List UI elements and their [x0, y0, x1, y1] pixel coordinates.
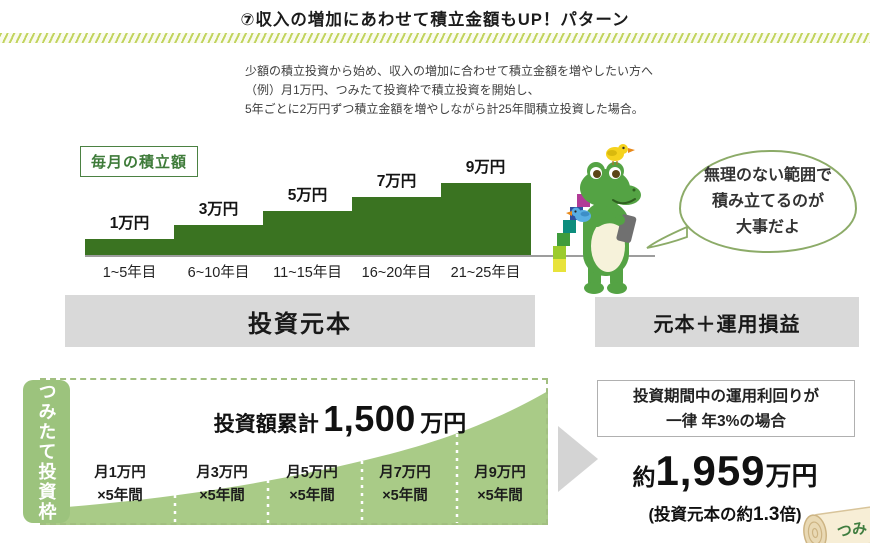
stair-block — [557, 233, 570, 246]
step-value-label: 3万円 — [198, 201, 239, 218]
tsumitate-wakugumi-badge: つみたて投資枠 — [23, 380, 70, 523]
chart-axis-line — [85, 255, 655, 257]
right-arrow-icon — [558, 426, 598, 492]
mascot-crocodile-illustration — [553, 144, 641, 294]
note-suffix: 倍) — [779, 506, 802, 524]
step-bar — [263, 211, 353, 255]
step-bar — [85, 239, 175, 255]
step-bar — [441, 183, 531, 255]
step-value-label: 1万円 — [109, 215, 150, 232]
description-line: （例）月1万円、つみたて投資枠で積立投資を開始し、 — [245, 83, 540, 97]
principal-bar: 投資元本 — [65, 295, 535, 347]
segment-label: 月3万円 ×5年間 — [196, 465, 248, 504]
speech-bubble-line: 大事だよ — [735, 218, 800, 236]
stair-block — [553, 259, 566, 272]
segment-label: 月5万円 ×5年間 — [286, 465, 338, 504]
step-category-label: 11~15年目 — [273, 265, 342, 281]
description-line: 少額の積立投資から始め、収入の増加に合わせて積立金額を増やしたい方へ — [245, 64, 654, 78]
approx-prefix: 約 — [632, 464, 656, 490]
yellow-bird-icon — [606, 144, 635, 165]
speech-bubble: 無理のない範囲で 積み立てるのが 大事だよ — [679, 150, 857, 253]
total-investment-line: 投資額累計 1,500 万円 — [140, 398, 540, 440]
scroll-text: つみ — [836, 520, 868, 541]
mascot-eye — [612, 170, 620, 178]
result-amount: 1,959 — [655, 447, 766, 494]
result-unit: 万円 — [765, 461, 818, 491]
note-multiplier: 1.3 — [753, 504, 780, 525]
condition-line: 投資期間中の運用利回りが — [632, 387, 819, 405]
mascot-eye — [593, 170, 601, 178]
step-value-label: 5万円 — [287, 187, 328, 204]
condition-line: 一律 年3%の場合 — [666, 412, 786, 430]
description-line: 5年ごとに2万円ずつ積立金額を増やしながら計25年間積立投資した場合。 — [245, 102, 644, 116]
result-amount-line: 約1,959万円 — [588, 447, 862, 495]
principal-plus-returns-bar: 元本＋運用損益 — [595, 297, 859, 347]
stair-block — [553, 246, 566, 259]
total-unit: 万円 — [420, 410, 467, 436]
step-category-label: 21~25年目 — [450, 265, 521, 281]
result-note-line: (投資元本の約1.3倍) — [588, 501, 862, 526]
step-bar — [174, 225, 264, 255]
segment-label: 月1万円 ×5年間 — [94, 465, 146, 504]
step-bar — [352, 197, 442, 255]
step-value-label: 7万円 — [376, 173, 417, 190]
segment-label: 月7万円 ×5年間 — [379, 465, 431, 504]
step-category-label: 16~20年目 — [361, 265, 432, 281]
step-category-label: 6~10年目 — [187, 265, 250, 281]
speech-bubble-tail — [646, 225, 688, 249]
segment-label: 月9万円 ×5年間 — [474, 465, 526, 504]
step-category-label: 1~5年目 — [102, 265, 157, 281]
page-title: ⑦収入の増加にあわせて積立金額もUP！パターン — [240, 11, 630, 29]
chart-title-label: 毎月の積立額 — [80, 146, 199, 177]
total-value: 1,500 — [323, 398, 416, 439]
segment-labels: 月1万円 ×5年間 月3万円 ×5年間 月5万円 ×5年間 月7万円 ×5年間 月9万円 ×5年間 — [40, 462, 548, 517]
monthly-contribution-step-chart: 1万円 1~5年目 3万円 6~10年目 5万円 11~15年目 7万円 16~20年目 9万円… — [85, 150, 531, 281]
total-label: 投資額累計 — [213, 413, 319, 436]
description-block: 少額の積立投資から始め、収入の増加に合わせて積立金額を増やしたい方へ （例）月1… — [245, 62, 675, 119]
speech-bubble-line: 積み立てるのが — [711, 192, 824, 210]
note-prefix: (投資元本の約 — [648, 506, 754, 524]
accumulation-growth-curve — [40, 391, 548, 525]
speech-bubble-line: 無理のない範囲で — [703, 166, 832, 184]
striped-divider — [0, 33, 870, 43]
yield-condition-box: 投資期間中の運用利回りが 一律 年3%の場合 — [597, 380, 855, 437]
stair-block — [563, 220, 576, 233]
scroll-decoration: つみ — [803, 506, 870, 543]
step-value-label: 9万円 — [465, 159, 506, 176]
blue-bird-icon — [566, 207, 591, 222]
